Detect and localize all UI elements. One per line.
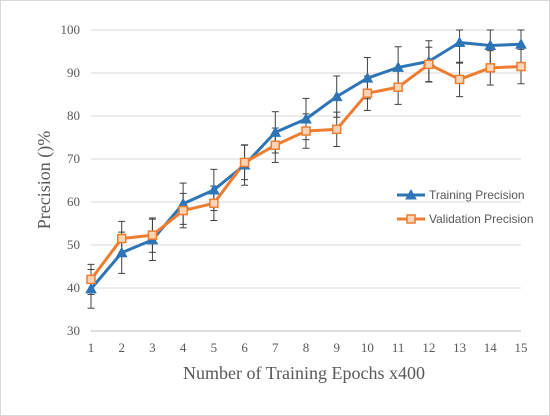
training-point [269,126,282,137]
x-tick-label: 10 [361,340,374,355]
x-tick-label: 6 [241,340,248,355]
legend-label: Training Precision [429,188,525,202]
legend-item-training: Training Precision [397,188,525,202]
validation-point [116,233,127,244]
training-point [453,36,466,47]
series-markers [85,36,527,294]
validation-point [516,61,526,72]
validation-point [86,274,96,285]
x-tick-label: 9 [333,340,340,355]
validation-point [424,59,434,70]
validation-point [331,124,342,135]
training-point [392,61,404,72]
x-tick-label: 4 [180,340,187,355]
x-tick-label: 13 [453,340,466,355]
validation-point [485,63,496,73]
training-point [85,282,97,294]
validation-point [239,157,250,168]
training-point [208,183,220,195]
validation-point [209,198,219,209]
legend-swatch-marker [406,214,416,224]
y-tick-label: 70 [67,151,80,166]
validation-point [362,88,373,98]
x-tick-label: 5 [211,340,218,355]
x-tick-label: 12 [422,340,435,355]
x-tick-label: 1 [88,340,95,355]
x-tick-label: 8 [303,340,310,355]
legend-swatch-marker [405,188,417,200]
validation-point [393,82,403,92]
validation-point [178,205,188,216]
training-point [300,112,312,124]
training-point [330,90,343,102]
x-tick-label: 3 [149,340,156,355]
y-tick-label: 60 [67,194,80,209]
validation-point [301,126,311,136]
legend: Training Precision Validation Precision [397,188,534,226]
x-axis-title: Number of Training Epochs x400 [183,363,425,383]
y-tick-label: 100 [61,22,81,37]
x-tick-label: 14 [484,340,498,355]
x-tick-labels: 1 2 3 4 5 6 7 8 9 10 11 12 13 14 15 [88,340,528,355]
x-tick-label: 2 [118,340,125,355]
y-tick-label: 90 [67,65,80,80]
y-axis-title: Precision ()% [34,131,55,229]
y-tick-label: 50 [67,237,80,252]
x-tick-label: 15 [515,340,528,355]
training-point [515,38,527,49]
validation-point [454,74,465,85]
validation-point [147,230,158,240]
y-tick-label: 30 [67,323,80,338]
legend-item-validation: Validation Precision [397,212,534,226]
training-point [484,39,497,50]
x-tick-label: 11 [392,340,405,355]
y-tick-label: 80 [67,108,80,123]
error-bars [87,29,525,309]
training-point [361,72,374,83]
legend-label: Validation Precision [429,212,534,226]
y-tick-labels: 30 40 50 60 70 80 90 100 [61,22,81,338]
training-point [115,246,128,258]
x-tick-label: 7 [272,340,279,355]
validation-point [270,140,281,150]
y-tick-label: 40 [67,280,80,295]
